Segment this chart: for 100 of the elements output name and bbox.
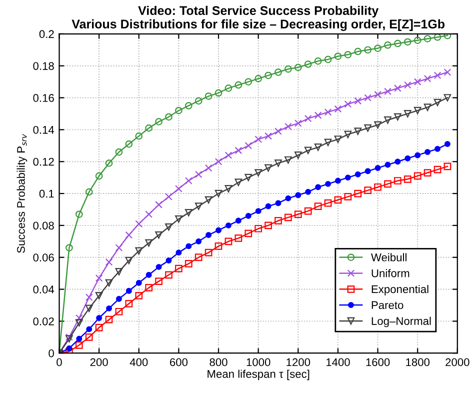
point xyxy=(75,314,83,322)
point xyxy=(225,222,232,228)
point xyxy=(244,78,252,86)
point xyxy=(106,305,112,312)
y-tick-label: 0.02 xyxy=(33,317,54,326)
point xyxy=(444,68,452,76)
point xyxy=(304,207,312,215)
point xyxy=(96,315,102,321)
point xyxy=(304,146,312,154)
x-tick-label: 1600 xyxy=(366,358,390,366)
point xyxy=(105,258,113,266)
point xyxy=(175,215,182,223)
x-tick-label: 1200 xyxy=(286,358,310,366)
point xyxy=(354,128,362,135)
point xyxy=(434,72,442,80)
point xyxy=(254,136,262,143)
point xyxy=(344,174,351,181)
point xyxy=(374,90,382,98)
point xyxy=(204,196,212,204)
point xyxy=(404,155,411,162)
point xyxy=(344,193,352,200)
point xyxy=(234,234,242,242)
point xyxy=(374,121,382,129)
point xyxy=(75,210,83,218)
point xyxy=(414,78,422,86)
point xyxy=(314,112,322,119)
point xyxy=(315,184,322,190)
point xyxy=(125,256,133,264)
point xyxy=(165,223,172,231)
point xyxy=(95,292,103,300)
point xyxy=(224,152,232,159)
point xyxy=(155,278,162,285)
point xyxy=(116,296,122,302)
point xyxy=(184,208,192,216)
point xyxy=(145,210,153,218)
point xyxy=(275,200,282,206)
y-axis-title: Success Probability P$_{srv}$ xyxy=(16,134,28,253)
point xyxy=(194,170,202,178)
point xyxy=(115,148,123,156)
point xyxy=(394,40,402,48)
point xyxy=(196,238,202,244)
point xyxy=(384,41,392,49)
y-tick-label: 0.2 xyxy=(39,30,54,38)
point xyxy=(284,214,292,222)
point xyxy=(274,160,282,167)
point xyxy=(76,336,82,342)
point xyxy=(384,180,392,188)
point xyxy=(244,174,252,182)
legend-label: Pareto xyxy=(372,301,404,310)
point xyxy=(186,243,192,250)
point xyxy=(206,232,212,238)
point xyxy=(364,124,372,132)
point xyxy=(404,175,412,183)
point xyxy=(264,164,272,172)
point xyxy=(95,274,103,282)
point xyxy=(294,152,302,159)
point xyxy=(424,149,431,156)
point xyxy=(434,146,440,152)
point xyxy=(145,124,153,132)
y-tick-label: 0.18 xyxy=(33,62,54,70)
point xyxy=(404,81,412,89)
point xyxy=(105,316,113,324)
point xyxy=(165,113,172,121)
y-tick-label: 0.1 xyxy=(39,190,54,198)
y-tick-label: 0.12 xyxy=(33,158,54,166)
point xyxy=(165,193,172,200)
point xyxy=(294,120,302,127)
point xyxy=(444,34,452,40)
x-tick-label: 400 xyxy=(130,358,148,366)
point xyxy=(234,178,242,186)
point xyxy=(115,244,123,252)
point xyxy=(274,68,282,76)
point xyxy=(146,272,152,278)
point xyxy=(224,185,232,192)
point xyxy=(175,185,182,192)
point xyxy=(255,208,262,214)
point xyxy=(394,158,401,165)
legend-label: Uniform xyxy=(372,269,410,278)
point xyxy=(145,239,153,247)
point xyxy=(85,333,93,341)
point xyxy=(204,92,212,100)
point xyxy=(135,292,143,300)
point xyxy=(324,56,332,64)
point xyxy=(224,84,232,92)
point xyxy=(314,144,322,151)
point xyxy=(294,210,302,218)
point xyxy=(234,146,242,154)
point xyxy=(254,224,262,232)
point xyxy=(264,72,272,80)
point xyxy=(394,113,402,121)
point xyxy=(66,244,73,252)
point xyxy=(364,94,372,102)
point xyxy=(95,172,103,180)
point xyxy=(414,152,421,158)
point xyxy=(136,280,142,286)
point xyxy=(105,279,113,287)
point xyxy=(184,260,192,268)
point xyxy=(354,48,362,56)
point xyxy=(304,60,312,68)
point xyxy=(264,132,272,140)
